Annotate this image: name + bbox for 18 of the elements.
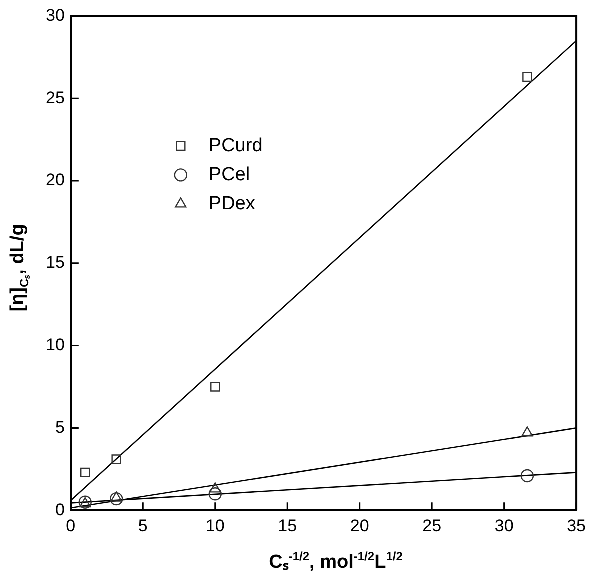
x-tick-label: 20 xyxy=(350,516,370,536)
x-tick-label: 35 xyxy=(567,516,586,536)
x-tick-label: 15 xyxy=(278,516,298,536)
y-tick-label: 0 xyxy=(55,500,65,520)
y-tick-label: 25 xyxy=(46,88,65,108)
y-tick-label: 10 xyxy=(46,335,65,354)
legend-label: PCel xyxy=(208,164,250,186)
x-tick-label: 30 xyxy=(494,516,514,536)
legend-label: PDex xyxy=(208,193,256,214)
x-tick-label: 5 xyxy=(138,516,148,536)
x-tick-label: 10 xyxy=(206,516,225,536)
y-tick-label: 30 xyxy=(46,6,65,25)
y-tick-label: 5 xyxy=(55,418,65,437)
x-axis-title: Cₛ$^{-1/2}$, mol$^{-1/2}$L$^{1/2}$ xyxy=(268,548,404,574)
y-tick-label: 15 xyxy=(46,253,65,272)
y-tick-label: 20 xyxy=(46,170,65,190)
x-tick-label: 25 xyxy=(422,516,442,536)
legend-label: PCurd xyxy=(208,135,263,156)
